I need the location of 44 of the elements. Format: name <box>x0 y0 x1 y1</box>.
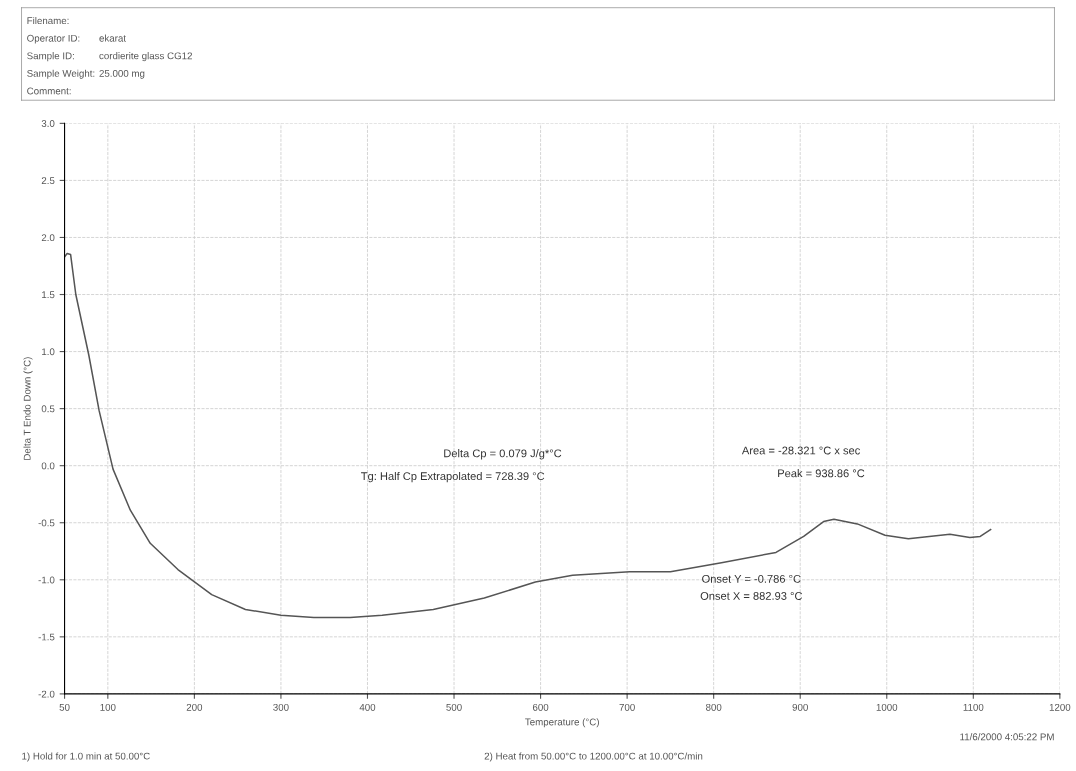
y-tick-label: 3.0 <box>41 120 55 127</box>
x-tick-label: 700 <box>619 703 635 711</box>
text: 1) Hold for 1.0 min at 50.00°C <box>22 752 150 762</box>
annotation: Tg: Half Cp Extrapolated = 728.39 °C <box>361 471 545 483</box>
annotation: Area = -28.321 °C x sec <box>741 446 860 455</box>
y-tick-label: 1.5 <box>42 291 55 299</box>
x-tick-label: 200 <box>186 703 203 711</box>
x-tick-label: 1200 <box>1049 703 1071 711</box>
x-tick-label: 100 <box>100 703 116 711</box>
x-tick-label: 1000 <box>876 703 898 711</box>
y-tick-label: 2.0 <box>41 234 55 242</box>
x-tick-label: 500 <box>446 703 462 711</box>
text: Comment: <box>27 87 71 95</box>
text: 11/6/2000 4:05:22 PM <box>960 733 1054 741</box>
x-tick-label: 300 <box>273 703 289 711</box>
text: Sample ID: <box>27 52 74 62</box>
y-axis-title: Delta T Endo Down (°C) <box>23 357 33 460</box>
x-tick-label: 900 <box>792 703 808 711</box>
y-tick-label: -2.0 <box>38 690 55 698</box>
y-tick-label: 0.5 <box>41 405 55 413</box>
annotation: Delta Cp = 0.079 J/g*°C <box>444 449 562 460</box>
text: ekarat <box>99 34 126 42</box>
y-tick-label: -1.5 <box>38 633 55 641</box>
annotation: Onset X = 882.93 °C <box>700 592 803 600</box>
text: cordierite glass CG12 <box>99 52 192 62</box>
text: Sample Weight: <box>27 69 95 79</box>
text: 25.000 mg <box>99 69 145 79</box>
x-tick-label: 800 <box>705 703 722 711</box>
y-tick-label: -1.0 <box>38 576 55 584</box>
x-tick-label: 1100 <box>963 703 984 711</box>
x-axis-title: Temperature (°C) <box>525 718 599 728</box>
y-tick-label: -0.5 <box>38 519 55 527</box>
y-tick-label: 1.0 <box>42 348 55 356</box>
x-tick-label: 400 <box>359 703 376 711</box>
y-tick-label: 2.5 <box>41 177 55 185</box>
text: 2) Heat from 50.00°C to 1200.00°C at 10.00°C/min <box>484 752 703 762</box>
annotation: Peak = 938.86 °C <box>778 469 865 478</box>
x-tick-label: 50 <box>59 703 70 711</box>
text: Operator ID: <box>27 34 80 44</box>
y-tick-label: 0.0 <box>41 462 55 470</box>
text: Filename: <box>27 16 69 25</box>
x-tick-label: 600 <box>532 703 549 711</box>
annotation: Onset Y = -0.786 °C <box>702 574 801 583</box>
line-series <box>64 252 992 619</box>
